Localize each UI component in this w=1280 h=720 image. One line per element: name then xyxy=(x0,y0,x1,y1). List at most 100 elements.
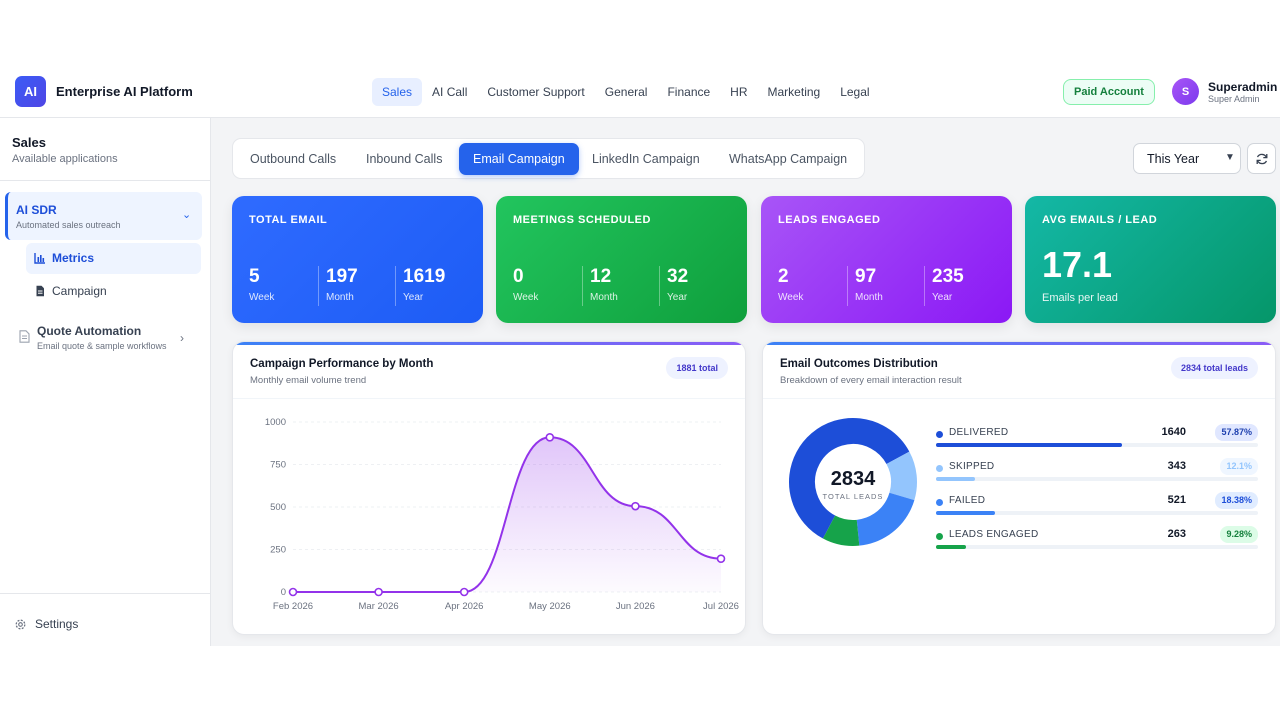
divider xyxy=(0,593,210,594)
progress-track xyxy=(936,443,1258,447)
user-name[interactable]: Superadmin xyxy=(1208,80,1278,94)
legend-dot xyxy=(936,465,943,472)
app-logo[interactable]: AI xyxy=(15,76,46,107)
stat-label: Week xyxy=(249,292,275,303)
stat-year: 32 Year xyxy=(667,266,745,308)
card-title: LEADS ENGAGED xyxy=(778,214,881,226)
y-tick-label: 500 xyxy=(270,502,286,513)
stat-value: 197 xyxy=(326,266,358,287)
nav-ai-call[interactable]: AI Call xyxy=(432,85,468,99)
sidebar-group-quote-automation[interactable]: Quote Automation Email quote & sample wo… xyxy=(15,321,200,357)
divider xyxy=(763,398,1275,399)
outcome-percent: 57.87% xyxy=(1215,424,1258,441)
x-tick-label: Apr 2026 xyxy=(445,601,484,612)
nav-marketing[interactable]: Marketing xyxy=(767,85,821,99)
sidebar-item-campaign[interactable]: Campaign xyxy=(26,276,201,307)
period-select[interactable]: This Year ▼ xyxy=(1133,143,1241,174)
stat-value: 97 xyxy=(855,266,877,287)
chevron-down-icon: ▼ xyxy=(1225,152,1235,163)
stat-value: 235 xyxy=(932,266,964,287)
bar-chart-icon xyxy=(34,253,45,264)
card-title: AVG EMAILS / LEAD xyxy=(1042,214,1158,226)
progress-fill xyxy=(936,511,996,515)
outcome-percent: 12.1% xyxy=(1220,458,1258,475)
outcome-row-skipped: SKIPPED 343 12.1% xyxy=(936,458,1258,491)
group-subtitle: Email quote & sample workflows xyxy=(37,341,167,351)
chevron-down-icon[interactable]: ⌄ xyxy=(182,209,192,221)
nav-legal[interactable]: Legal xyxy=(840,85,870,99)
nav-finance[interactable]: Finance xyxy=(667,85,711,99)
data-point xyxy=(631,501,640,511)
campaign-tabs: Outbound Calls Inbound Calls Email Campa… xyxy=(232,138,865,179)
data-point xyxy=(374,587,383,597)
x-tick-label: Jun 2026 xyxy=(616,601,655,612)
data-point xyxy=(459,587,469,597)
y-tick-label: 1000 xyxy=(265,417,286,428)
tab-outbound-calls[interactable]: Outbound Calls xyxy=(250,152,337,166)
outcome-row-delivered: DELIVERED 1640 57.87% xyxy=(936,424,1258,457)
group-title: Quote Automation xyxy=(37,324,142,338)
stat-week: 5 Week xyxy=(249,266,327,308)
legend-dot xyxy=(936,431,943,438)
data-point xyxy=(545,433,555,442)
tab-whatsapp-campaign[interactable]: WhatsApp Campaign xyxy=(729,152,848,166)
total-badge: 1881 total xyxy=(666,357,728,379)
big-label: Emails per lead xyxy=(1042,292,1118,304)
refresh-icon xyxy=(1256,153,1268,165)
panel-subtitle: Breakdown of every email interaction res… xyxy=(780,375,962,386)
progress-fill xyxy=(936,477,975,481)
outcome-count: 263 xyxy=(1167,528,1186,540)
tab-linkedin-campaign[interactable]: LinkedIn Campaign xyxy=(592,152,700,166)
sidebar-subtitle: Available applications xyxy=(12,153,118,165)
refresh-button[interactable] xyxy=(1247,143,1276,174)
divider xyxy=(659,266,660,306)
outcome-row-failed: FAILED 521 18.38% xyxy=(936,492,1258,525)
y-tick-label: 0 xyxy=(281,587,286,598)
stat-value: 5 xyxy=(249,266,260,287)
stat-week: 2 Week xyxy=(778,266,856,308)
settings-label: Settings xyxy=(35,617,79,631)
panel-subtitle: Monthly email volume trend xyxy=(250,375,367,386)
outcome-name: SKIPPED xyxy=(949,461,995,472)
x-tick-label: Feb 2026 xyxy=(273,601,313,612)
divider xyxy=(318,266,319,306)
divider xyxy=(0,180,210,181)
stat-year: 1619 Year xyxy=(403,266,481,308)
sidebar-item-metrics[interactable]: Metrics xyxy=(26,243,201,274)
data-point xyxy=(288,587,298,597)
donut-chart xyxy=(789,418,917,546)
area-fill xyxy=(293,437,721,592)
outcome-percent: 9.28% xyxy=(1220,526,1258,543)
nav-sales[interactable]: Sales xyxy=(372,78,423,106)
donut-center-label: TOTAL LEADS xyxy=(822,492,884,501)
account-badge[interactable]: Paid Account xyxy=(1063,79,1155,105)
nav-customer-support[interactable]: Customer Support xyxy=(487,85,585,99)
sidebar-item-label: Metrics xyxy=(52,251,95,265)
nav-hr[interactable]: HR xyxy=(730,85,748,99)
sidebar-group-ai-sdr[interactable]: AI SDR Automated sales outreach ⌄ xyxy=(5,192,202,240)
stat-label: Year xyxy=(403,292,424,303)
period-value: This Year xyxy=(1147,152,1200,166)
stat-month: 12 Month xyxy=(590,266,668,308)
panel-title: Email Outcomes Distribution xyxy=(780,358,938,370)
panel-accent xyxy=(763,342,1275,345)
progress-fill xyxy=(936,545,966,549)
tab-inbound-calls[interactable]: Inbound Calls xyxy=(366,152,443,166)
nav-general[interactable]: General xyxy=(604,85,648,99)
stat-label: Month xyxy=(326,292,354,303)
outcome-count: 521 xyxy=(1167,494,1186,506)
divider xyxy=(395,266,396,306)
document-icon xyxy=(36,285,44,297)
stat-week: 0 Week xyxy=(513,266,591,308)
chevron-right-icon[interactable]: › xyxy=(180,331,184,345)
email-outcomes-panel: Email Outcomes Distribution Breakdown of… xyxy=(762,341,1276,635)
outcome-name: LEADS ENGAGED xyxy=(949,529,1039,540)
total-badge: 2834 total leads xyxy=(1170,357,1258,379)
stat-month: 197 Month xyxy=(326,266,404,308)
tab-email-campaign[interactable]: Email Campaign xyxy=(459,143,579,175)
progress-track xyxy=(936,511,1258,515)
outcome-row-leads-engaged: LEADS ENGAGED 263 9.28% xyxy=(936,526,1258,559)
donut-segment xyxy=(789,418,917,546)
group-subtitle: Automated sales outreach xyxy=(16,220,121,230)
avatar[interactable]: S xyxy=(1172,78,1199,105)
